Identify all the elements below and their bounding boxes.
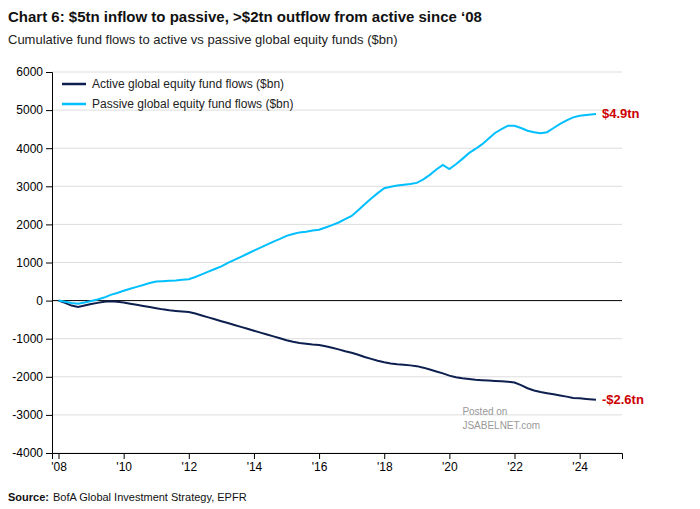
y-tick: -4000 [12, 446, 52, 460]
y-axis: -4000 -3000 -2000 -1000 0 1000 2000 3000 4000 500… [12, 65, 52, 460]
zero-line [52, 300, 622, 301]
axis-domain [53, 454, 623, 460]
tick-mark [46, 148, 52, 149]
watermark: Posted on JSABELNET.com [462, 406, 540, 431]
x-tick: '20 [442, 453, 458, 474]
tick-mark [46, 186, 52, 187]
tick-label: '16 [312, 460, 328, 474]
tick-mark [46, 224, 52, 225]
tick-label: 2000 [16, 218, 43, 232]
grid-line [52, 338, 622, 339]
y-tick: 3000 [16, 180, 52, 194]
tick-mark [254, 453, 255, 459]
tick-label: 5000 [16, 103, 43, 117]
tick-mark [46, 339, 52, 340]
y-tick: -1000 [12, 332, 52, 346]
source-text: BofA Global Investment Strategy, EPFR [53, 491, 247, 503]
x-tick: '18 [377, 453, 393, 474]
grid-line [52, 148, 622, 149]
tick-mark [580, 453, 581, 459]
y-tick: 4000 [16, 142, 52, 156]
grid-line [52, 414, 622, 415]
legend-item: Passive global equity fund flows ($bn) [62, 97, 293, 111]
tick-mark [319, 453, 320, 459]
tick-label: 3000 [16, 180, 43, 194]
tick-label: 6000 [16, 65, 43, 79]
y-tick: 2000 [16, 218, 52, 232]
tick-label: '20 [442, 460, 458, 474]
tick-mark [515, 453, 516, 459]
legend-item: Active global equity fund flows ($bn) [62, 77, 284, 91]
tick-label: '12 [181, 460, 197, 474]
tick-mark [46, 415, 52, 416]
tick-mark [46, 263, 52, 264]
tick-label: -2000 [12, 370, 43, 384]
tick-mark [46, 453, 52, 454]
tick-mark [46, 377, 52, 378]
x-tick: '10 [116, 453, 132, 474]
x-tick: '12 [181, 453, 197, 474]
legend-swatch [62, 83, 86, 86]
tick-label: '08 [51, 460, 67, 474]
x-tick: '14 [247, 453, 263, 474]
axis-domain [46, 73, 53, 454]
tick-mark [384, 453, 385, 459]
y-tick: 5000 [16, 103, 52, 117]
tick-label: 0 [36, 294, 43, 308]
tick-mark [46, 72, 52, 73]
tick-label: -1000 [12, 332, 43, 346]
y-tick: 6000 [16, 65, 52, 79]
tick-mark [124, 453, 125, 459]
y-tick: 0 [36, 294, 52, 308]
annotation: $4.9tn [602, 106, 640, 121]
source: Source: BofA Global Investment Strategy, … [8, 491, 247, 503]
source-label: Source: [8, 491, 49, 503]
series-line [59, 114, 596, 304]
title: Chart 6: $5tn inflow to passive, >$2tn o… [8, 8, 482, 25]
x-axis: '08 '10 '12 '14 '16 '18 '20 '22 '24 [51, 453, 622, 474]
legend: Active global equity fund flows ($bn) Pas… [62, 77, 293, 111]
grid-line [52, 186, 622, 187]
tick-mark [46, 301, 52, 302]
tick-label: '10 [116, 460, 132, 474]
tick-label: -3000 [12, 408, 43, 422]
y-tick: -3000 [12, 408, 52, 422]
subtitle: Cumulative fund flows to active vs passi… [8, 32, 397, 47]
grid-line [52, 376, 622, 377]
grid-line [52, 262, 622, 263]
tick-label: '14 [247, 460, 263, 474]
x-tick: '08 [51, 453, 67, 474]
plot: '08 '10 '12 '14 '16 '18 '20 '22 '24 -4000 -3000 -20… [12, 65, 644, 473]
grid-line [52, 72, 622, 73]
annotations: $4.9tn -$2.6tn [602, 106, 644, 407]
x-tick: '24 [572, 453, 588, 474]
chart: Chart 6: $5tn inflow to passive, >$2tn o… [0, 0, 700, 509]
y-tick: 1000 [16, 256, 52, 270]
tick-label: 4000 [16, 142, 43, 156]
tick-label: '22 [507, 460, 523, 474]
tick-mark [449, 453, 450, 459]
x-tick: '16 [312, 453, 328, 474]
tick-label: '18 [377, 460, 393, 474]
y-tick: -2000 [12, 370, 52, 384]
tick-mark [46, 110, 52, 111]
legend-label: Active global equity fund flows ($bn) [92, 77, 284, 91]
legend-swatch [62, 103, 86, 106]
tick-label: -4000 [12, 446, 43, 460]
watermark-line: JSABELNET.com [462, 420, 540, 431]
legend-label: Passive global equity fund flows ($bn) [92, 97, 293, 111]
series-line [59, 301, 596, 400]
tick-label: 1000 [16, 256, 43, 270]
tick-label: '24 [572, 460, 588, 474]
tick-mark [189, 453, 190, 459]
lines [59, 114, 596, 400]
x-tick: '22 [507, 453, 523, 474]
grid [52, 72, 622, 453]
watermark-line: Posted on [462, 406, 507, 417]
tick-mark [59, 453, 60, 459]
annotation: -$2.6tn [602, 392, 644, 407]
